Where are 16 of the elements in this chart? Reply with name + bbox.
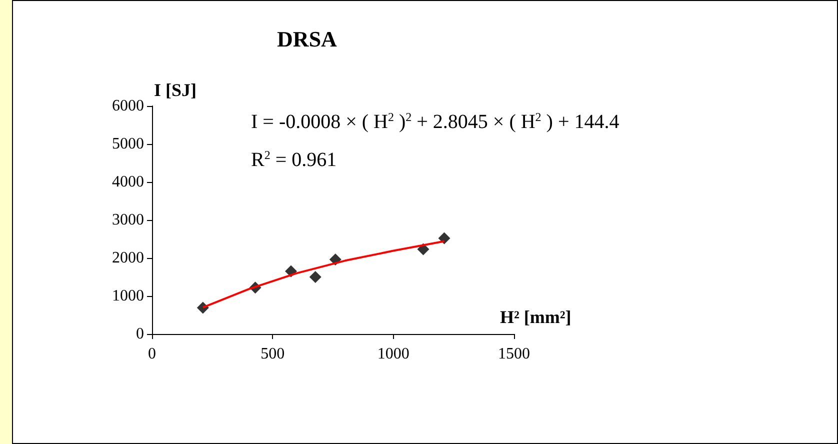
y-tick-label: 5000 — [112, 136, 144, 152]
y-tick-label: 2000 — [112, 250, 144, 266]
y-tick-label: 6000 — [112, 98, 144, 114]
x-tick-label: 0 — [148, 346, 156, 362]
y-tick-label: 0 — [136, 326, 144, 342]
x-tick-label: 500 — [260, 346, 285, 362]
point — [438, 232, 450, 244]
point — [309, 271, 322, 283]
y-tick-label: 1000 — [112, 288, 144, 304]
y-tick-label: 3000 — [112, 212, 144, 228]
x-tick-label: 1500 — [498, 346, 530, 362]
x-axis-title: H² [mm²] — [500, 307, 572, 327]
y-tick-label: 4000 — [112, 174, 144, 190]
y-axis-title: I [SJ] — [154, 80, 197, 100]
x-tick-label: 1000 — [377, 346, 410, 362]
chart-title: DRSA — [277, 26, 338, 52]
